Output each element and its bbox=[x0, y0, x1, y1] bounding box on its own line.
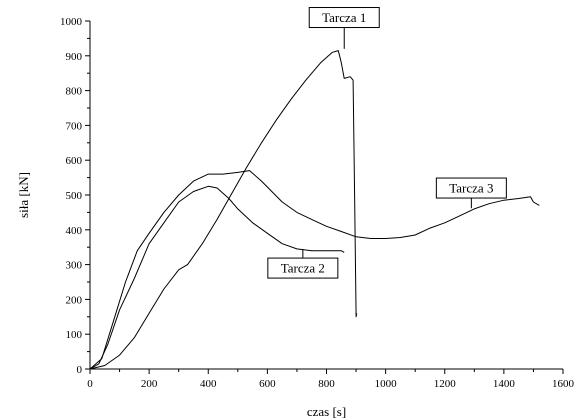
callout-label: Tarcza 3 bbox=[449, 181, 493, 196]
x-axis-title: czas [s] bbox=[307, 404, 346, 419]
y-tick-label: 0 bbox=[77, 364, 83, 376]
callout-tarcza-1: Tarcza 1 bbox=[308, 7, 380, 49]
y-tick-label: 100 bbox=[66, 329, 83, 341]
callout-label: Tarcza 2 bbox=[281, 261, 325, 276]
x-tick-label: 1200 bbox=[434, 378, 457, 390]
x-tick-label: 200 bbox=[141, 378, 158, 390]
callout-box bbox=[267, 257, 339, 279]
series-line-tarcza-1 bbox=[89, 50, 358, 370]
y-axis-title: siła [kN] bbox=[16, 172, 31, 218]
callout-label: Tarcza 1 bbox=[322, 10, 366, 25]
y-tick-label: 300 bbox=[66, 260, 83, 272]
series-line-tarcza-2 bbox=[89, 185, 345, 370]
y-tick-label: 900 bbox=[66, 51, 83, 63]
callout-tarcza-3: Tarcza 3 bbox=[435, 177, 507, 209]
y-tick-label: 400 bbox=[66, 225, 83, 237]
y-tick-label: 500 bbox=[66, 190, 83, 202]
series-layer bbox=[89, 50, 540, 370]
x-tick-label: 800 bbox=[318, 378, 335, 390]
annotation-layer: Tarcza 1 Tarcza 2 Tarcza 3 bbox=[267, 7, 507, 279]
y-tick-label: 1000 bbox=[60, 16, 83, 28]
y-tick-label: 700 bbox=[66, 120, 83, 132]
x-tick-label: 600 bbox=[259, 378, 276, 390]
plot-area: 0 200 400 600 800 1000 1200 1400 1600 0 100 200 300… bbox=[60, 7, 575, 390]
y-tick-label: 800 bbox=[66, 86, 83, 98]
x-tick-label: 400 bbox=[200, 378, 217, 390]
x-tick-label: 1000 bbox=[375, 378, 398, 390]
y-tick-label: 600 bbox=[66, 155, 83, 167]
x-ticks: 0 200 400 600 800 1000 1200 1400 1600 bbox=[87, 369, 575, 390]
series-line-tarcza-3 bbox=[89, 170, 540, 370]
callout-box bbox=[435, 177, 507, 199]
y-ticks: 0 100 200 300 400 500 600 700 800 900 1000 bbox=[60, 16, 90, 376]
x-tick-label: 1600 bbox=[552, 378, 575, 390]
y-tick-label: 200 bbox=[66, 294, 83, 306]
x-tick-label: 0 bbox=[87, 378, 93, 390]
callout-tarcza-2: Tarcza 2 bbox=[267, 248, 339, 279]
x-tick-label: 1400 bbox=[493, 378, 516, 390]
callout-box bbox=[308, 7, 380, 29]
